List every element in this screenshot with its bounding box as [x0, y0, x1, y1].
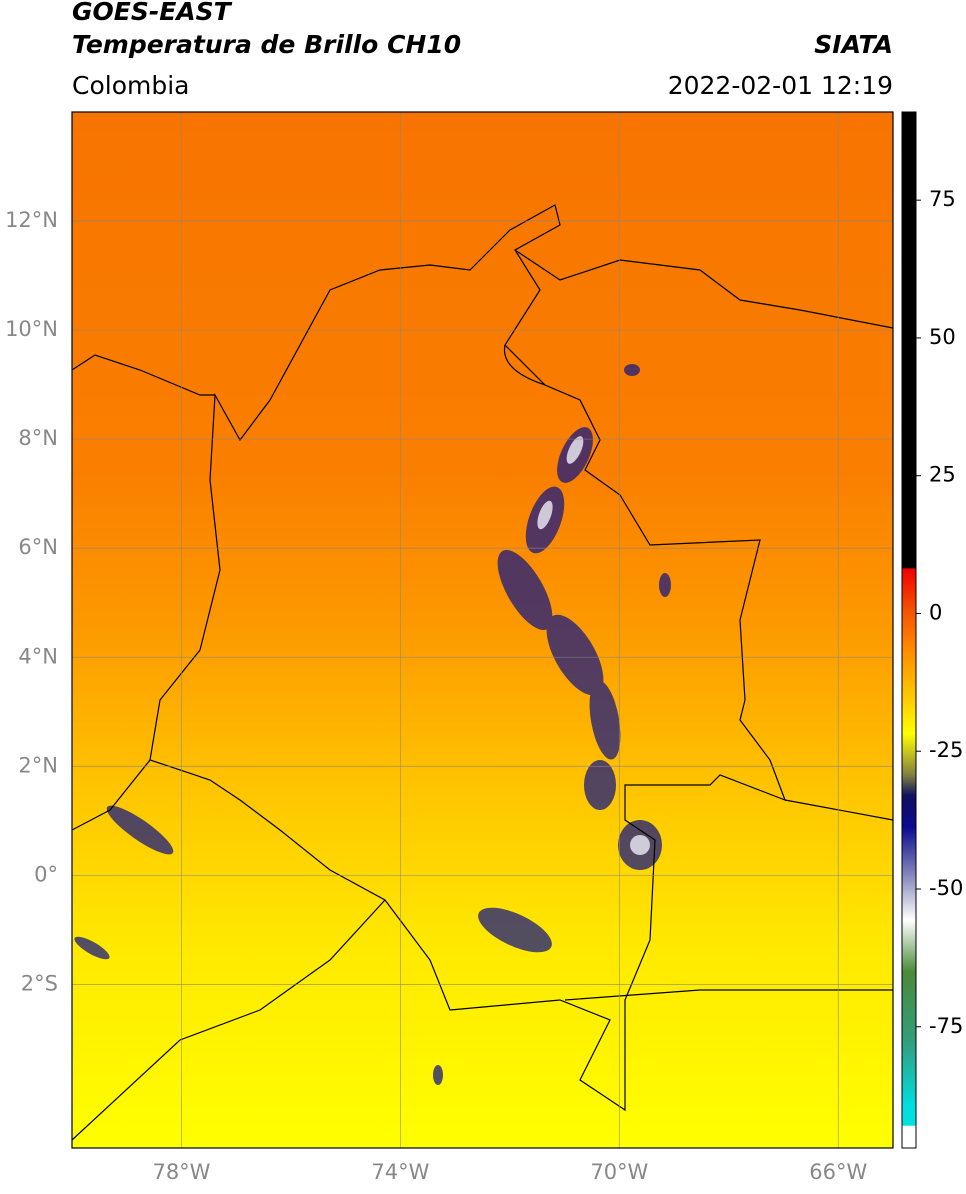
lon-tick-label: 70°W	[590, 1160, 648, 1184]
lat-tick-label: 10°N	[5, 317, 58, 341]
timestamp: 2022-02-01 12:19	[668, 71, 893, 100]
lat-tick-label: 2°N	[18, 753, 58, 777]
lon-tick-label: 78°W	[152, 1160, 210, 1184]
lat-tick-label: 4°N	[18, 644, 58, 668]
lon-tick-label: 66°W	[809, 1160, 867, 1184]
colorbar-tick-label: 0	[929, 600, 942, 624]
colorbar-tick-label: 75	[929, 187, 956, 211]
lat-tick-label: 6°N	[18, 535, 58, 559]
colorbar	[901, 111, 917, 1149]
colorbar-tick-label: -50	[929, 876, 963, 900]
lon-tick-label: 74°W	[371, 1160, 429, 1184]
grid	[72, 112, 893, 1148]
subtitle: Temperatura de Brillo CH10	[72, 30, 461, 59]
lat-tick-label: 8°N	[18, 426, 58, 450]
lat-tick-label: 0°	[34, 862, 58, 886]
colorbar-tick-label: 50	[929, 325, 956, 349]
coldest-tops	[537, 436, 650, 855]
map-panel	[72, 112, 893, 1148]
colorbar-tick-label: 25	[929, 463, 956, 487]
borders	[72, 204, 893, 1141]
lat-tick-label: 2°S	[21, 971, 58, 995]
colorbar-tick-label: -75	[929, 1014, 963, 1038]
lat-tick-label: 12°N	[5, 208, 58, 232]
region: Colombia	[72, 71, 189, 100]
source: SIATA	[814, 30, 893, 59]
temperature-field	[72, 112, 893, 1148]
map-frame	[71, 111, 894, 1149]
title: GOES-EAST	[72, 0, 233, 26]
cold-clouds	[74, 364, 671, 1085]
colorbar-tick-label: -25	[929, 738, 963, 762]
